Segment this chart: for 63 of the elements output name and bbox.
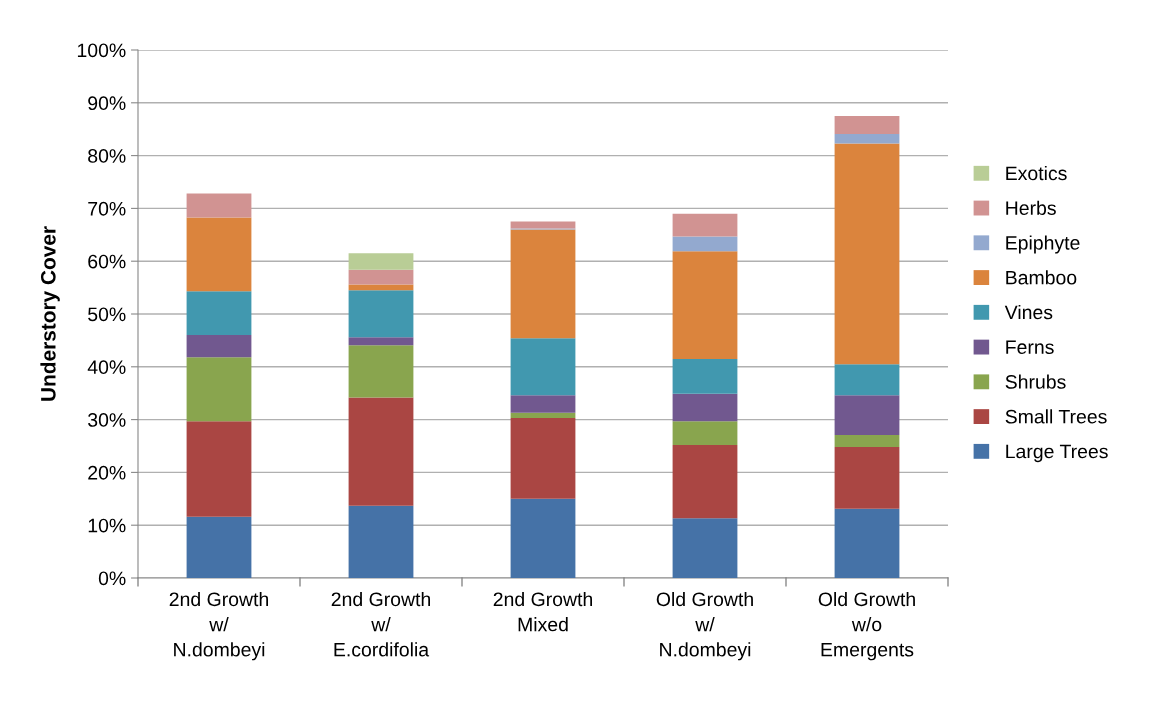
bar: [834, 133, 900, 144]
y-tick-label: 40%: [87, 360, 126, 375]
x-tick-label: 2nd Growth w/ E.cordifolia: [331, 591, 430, 657]
bar: [672, 213, 738, 237]
bar: [834, 143, 900, 365]
legend-label: Small Trees: [1005, 409, 1107, 424]
legend-label: Exotics: [1006, 165, 1067, 181]
bar: [672, 444, 738, 519]
bar: [834, 364, 900, 396]
bar: [510, 395, 576, 413]
x-tick-label: Old Growth w/ N.dombeyi: [656, 591, 753, 661]
y-tick-label: 70%: [88, 201, 126, 216]
legend-label: Ferns: [1006, 340, 1054, 355]
bar: [348, 337, 414, 346]
y-tick-label: 50%: [88, 307, 126, 322]
bar: [186, 193, 252, 218]
y-tick-label: 10%: [88, 518, 126, 533]
y-tick-label: 100%: [77, 43, 126, 58]
bar: [348, 397, 414, 506]
bar: [672, 393, 738, 422]
bar: [348, 269, 414, 285]
bar: [510, 229, 576, 339]
x-tick-label: 2nd Growth w/ N.dombeyi: [169, 591, 268, 661]
bar: [672, 421, 738, 445]
bar: [348, 505, 414, 578]
bar: [672, 518, 738, 578]
bar: [834, 395, 900, 435]
bar: [510, 412, 576, 419]
legend-label: Bamboo: [1006, 270, 1077, 285]
bar: [186, 421, 252, 517]
bar: [348, 284, 414, 291]
y-tick-label: 30%: [88, 413, 126, 427]
bar: [510, 498, 576, 578]
legend-label: Shrubs: [1005, 374, 1066, 389]
bar: [186, 335, 252, 358]
bar: [834, 447, 900, 509]
x-tick-label: Old Growth w/o Emergents: [818, 591, 915, 661]
bar: [186, 291, 252, 336]
bar: [348, 253, 414, 270]
bar: [348, 345, 414, 398]
bar: [348, 290, 414, 338]
y-tick-label: 0%: [98, 571, 126, 586]
y-tick-label: 90%: [88, 96, 126, 111]
legend-label: Large Trees: [1006, 444, 1108, 463]
y-tick-label: 80%: [88, 149, 126, 163]
bar: [834, 434, 900, 448]
y-axis-title: Understory Cover: [40, 226, 60, 401]
y-tick-label: 60%: [88, 254, 126, 269]
bar: [834, 508, 900, 578]
bar: [834, 116, 900, 134]
bar: [186, 357, 252, 422]
legend-label: Vines: [1004, 304, 1053, 320]
legend-label: Epiphyte: [1006, 235, 1080, 254]
bar: [186, 217, 252, 292]
y-tick-label: 20%: [88, 465, 126, 480]
bar: [510, 418, 576, 499]
bar: [510, 338, 576, 396]
bar: [672, 236, 738, 252]
bar: [672, 251, 738, 359]
bar: [672, 358, 738, 394]
legend-label: Herbs: [1006, 200, 1056, 215]
bar: [186, 516, 252, 578]
x-tick-label: 2nd Growth Mixed: [493, 591, 592, 632]
